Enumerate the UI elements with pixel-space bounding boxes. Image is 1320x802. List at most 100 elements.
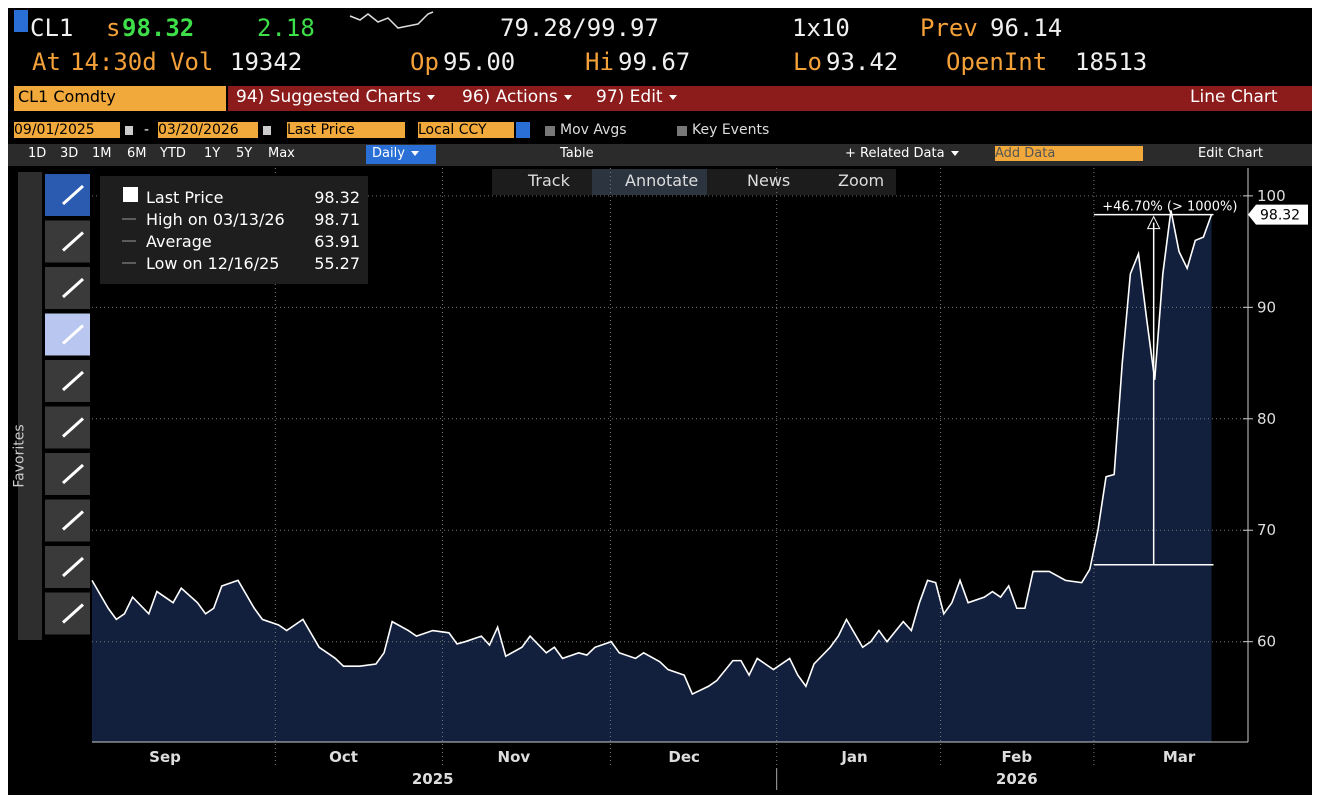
period-button[interactable]: YTD — [160, 146, 186, 161]
header-vol: 19342 — [230, 48, 303, 76]
add-data[interactable]: Add Data — [995, 146, 1143, 161]
tool-icon — [61, 370, 85, 392]
legend-value: 63.91 — [314, 232, 360, 251]
period-button[interactable]: 5Y — [236, 146, 253, 161]
legend-value: 55.27 — [314, 254, 360, 273]
x-tick-label: Jan — [840, 748, 867, 766]
header-open-label: Op — [410, 48, 439, 76]
toolbar-button[interactable]: Zoom — [838, 171, 885, 190]
option[interactable]: Mov Avgs — [560, 122, 627, 138]
period-button[interactable]: 3D — [60, 146, 79, 161]
y-tick-label: 100 — [1257, 187, 1286, 205]
start-date[interactable]: 09/01/2025 — [14, 122, 120, 138]
y-tick-label: 70 — [1257, 521, 1276, 539]
tool-icon — [61, 324, 85, 345]
legend-value: 98.32 — [314, 188, 360, 207]
tool-icon — [61, 603, 85, 624]
tool-button — [45, 592, 90, 635]
tool-button — [45, 546, 90, 588]
security[interactable]: CL1 Comdty — [18, 87, 116, 106]
price-line — [91, 210, 1213, 696]
y-tick-label: 60 — [1257, 633, 1276, 651]
toolbar-active — [592, 169, 707, 195]
dropdown-box — [516, 122, 530, 138]
area — [92, 210, 1212, 742]
header-oi: 18513 — [1075, 48, 1148, 76]
legend-value: 98.71 — [314, 210, 360, 229]
checkbox — [677, 126, 687, 136]
dropdown-arrow — [950, 151, 959, 156]
ticker-marker — [14, 10, 28, 32]
header-low-label: Lo — [793, 48, 822, 76]
legend-label: Last Price — [146, 188, 223, 207]
legend-label: Average — [146, 232, 212, 251]
dropdown-arrow — [563, 94, 572, 100]
favorites-strip — [18, 172, 42, 640]
dropdown-arrow — [427, 94, 436, 100]
legend-swatch — [123, 187, 138, 202]
edit-chart[interactable]: Edit Chart — [1198, 146, 1264, 161]
tool-button — [45, 174, 90, 216]
tool-icon — [61, 277, 85, 299]
year-label: 2026 — [996, 770, 1038, 788]
x-tick-label: Nov — [498, 748, 531, 766]
x-tick-label: Dec — [668, 748, 700, 766]
header-ticker: CL1 — [30, 14, 74, 42]
sparkline — [349, 11, 434, 29]
period-button[interactable]: 1M — [92, 146, 112, 161]
tool-icon — [61, 556, 85, 578]
option[interactable]: Key Events — [692, 122, 770, 138]
toolbar-button[interactable]: Track — [528, 171, 570, 190]
x-tick-label: Sep — [149, 748, 181, 766]
header-open: 95.00 — [443, 48, 516, 76]
header-prev-label: Prev — [920, 14, 978, 42]
field[interactable]: Last Price — [287, 122, 405, 138]
menu-item[interactable]: 97) Edit — [596, 87, 677, 107]
header-time: 14:30d — [70, 48, 157, 76]
y-tick-label: 90 — [1257, 298, 1276, 316]
tool-button — [45, 220, 90, 263]
tool-icon — [61, 463, 85, 485]
tool-icon — [61, 510, 85, 531]
period-button[interactable]: 1D — [28, 146, 47, 161]
security-box — [14, 86, 226, 111]
related-data[interactable]: + Related Data — [845, 146, 959, 161]
date-dash: - — [144, 122, 150, 138]
header-low: 93.42 — [826, 48, 899, 76]
controls-bar — [8, 144, 1312, 166]
currency[interactable]: Local CCY — [418, 122, 514, 138]
header-time-label: At — [32, 48, 61, 76]
calendar-icon — [263, 126, 271, 135]
header-ratio: 1x10 — [792, 14, 850, 42]
x-tick-label: Oct — [329, 748, 358, 766]
tool-button — [45, 453, 90, 495]
header-vol-label: Vol — [170, 48, 214, 76]
table-button[interactable]: Table — [560, 146, 594, 161]
header-price-flag: s — [106, 14, 121, 42]
header-price: 98.32 — [122, 14, 195, 42]
menu-item[interactable]: 96) Actions — [462, 87, 572, 107]
header-prev: 96.14 — [990, 14, 1063, 42]
terminal: 60 70 80 90 100 Sep Oct Nov Dec Jan Feb Mar 2025 2026… — [8, 8, 1312, 795]
toolbar-button[interactable]: Annotate — [625, 171, 699, 190]
period-button[interactable]: 1Y — [204, 146, 221, 161]
chart: 60 70 80 90 100 Sep Oct Nov Dec Jan Feb Mar 2025 2026… — [8, 10, 1312, 790]
x-tick-label: Feb — [1002, 748, 1033, 766]
legend-label: High on 03/13/26 — [146, 210, 285, 229]
measure-arrow — [1146, 215, 1161, 230]
legend-label: Low on 12/16/25 — [146, 254, 279, 273]
end-date[interactable]: 03/20/2026 — [158, 122, 258, 138]
tool-button — [45, 267, 90, 309]
period-button[interactable]: Max — [268, 146, 295, 161]
favorites-label[interactable]: Favorites — [11, 424, 28, 488]
header-oi-label: OpenInt — [946, 48, 1048, 76]
last-price-label: 98.32 — [1260, 208, 1300, 224]
frequency-bg — [366, 145, 436, 164]
frequency[interactable]: Daily — [372, 146, 419, 161]
header-change: 2.18 — [257, 14, 315, 42]
period-button[interactable]: 6M — [127, 146, 147, 161]
menu-item[interactable]: 94) Suggested Charts — [236, 87, 436, 107]
toolbar-button[interactable]: News — [747, 171, 791, 190]
checkbox — [545, 126, 555, 136]
